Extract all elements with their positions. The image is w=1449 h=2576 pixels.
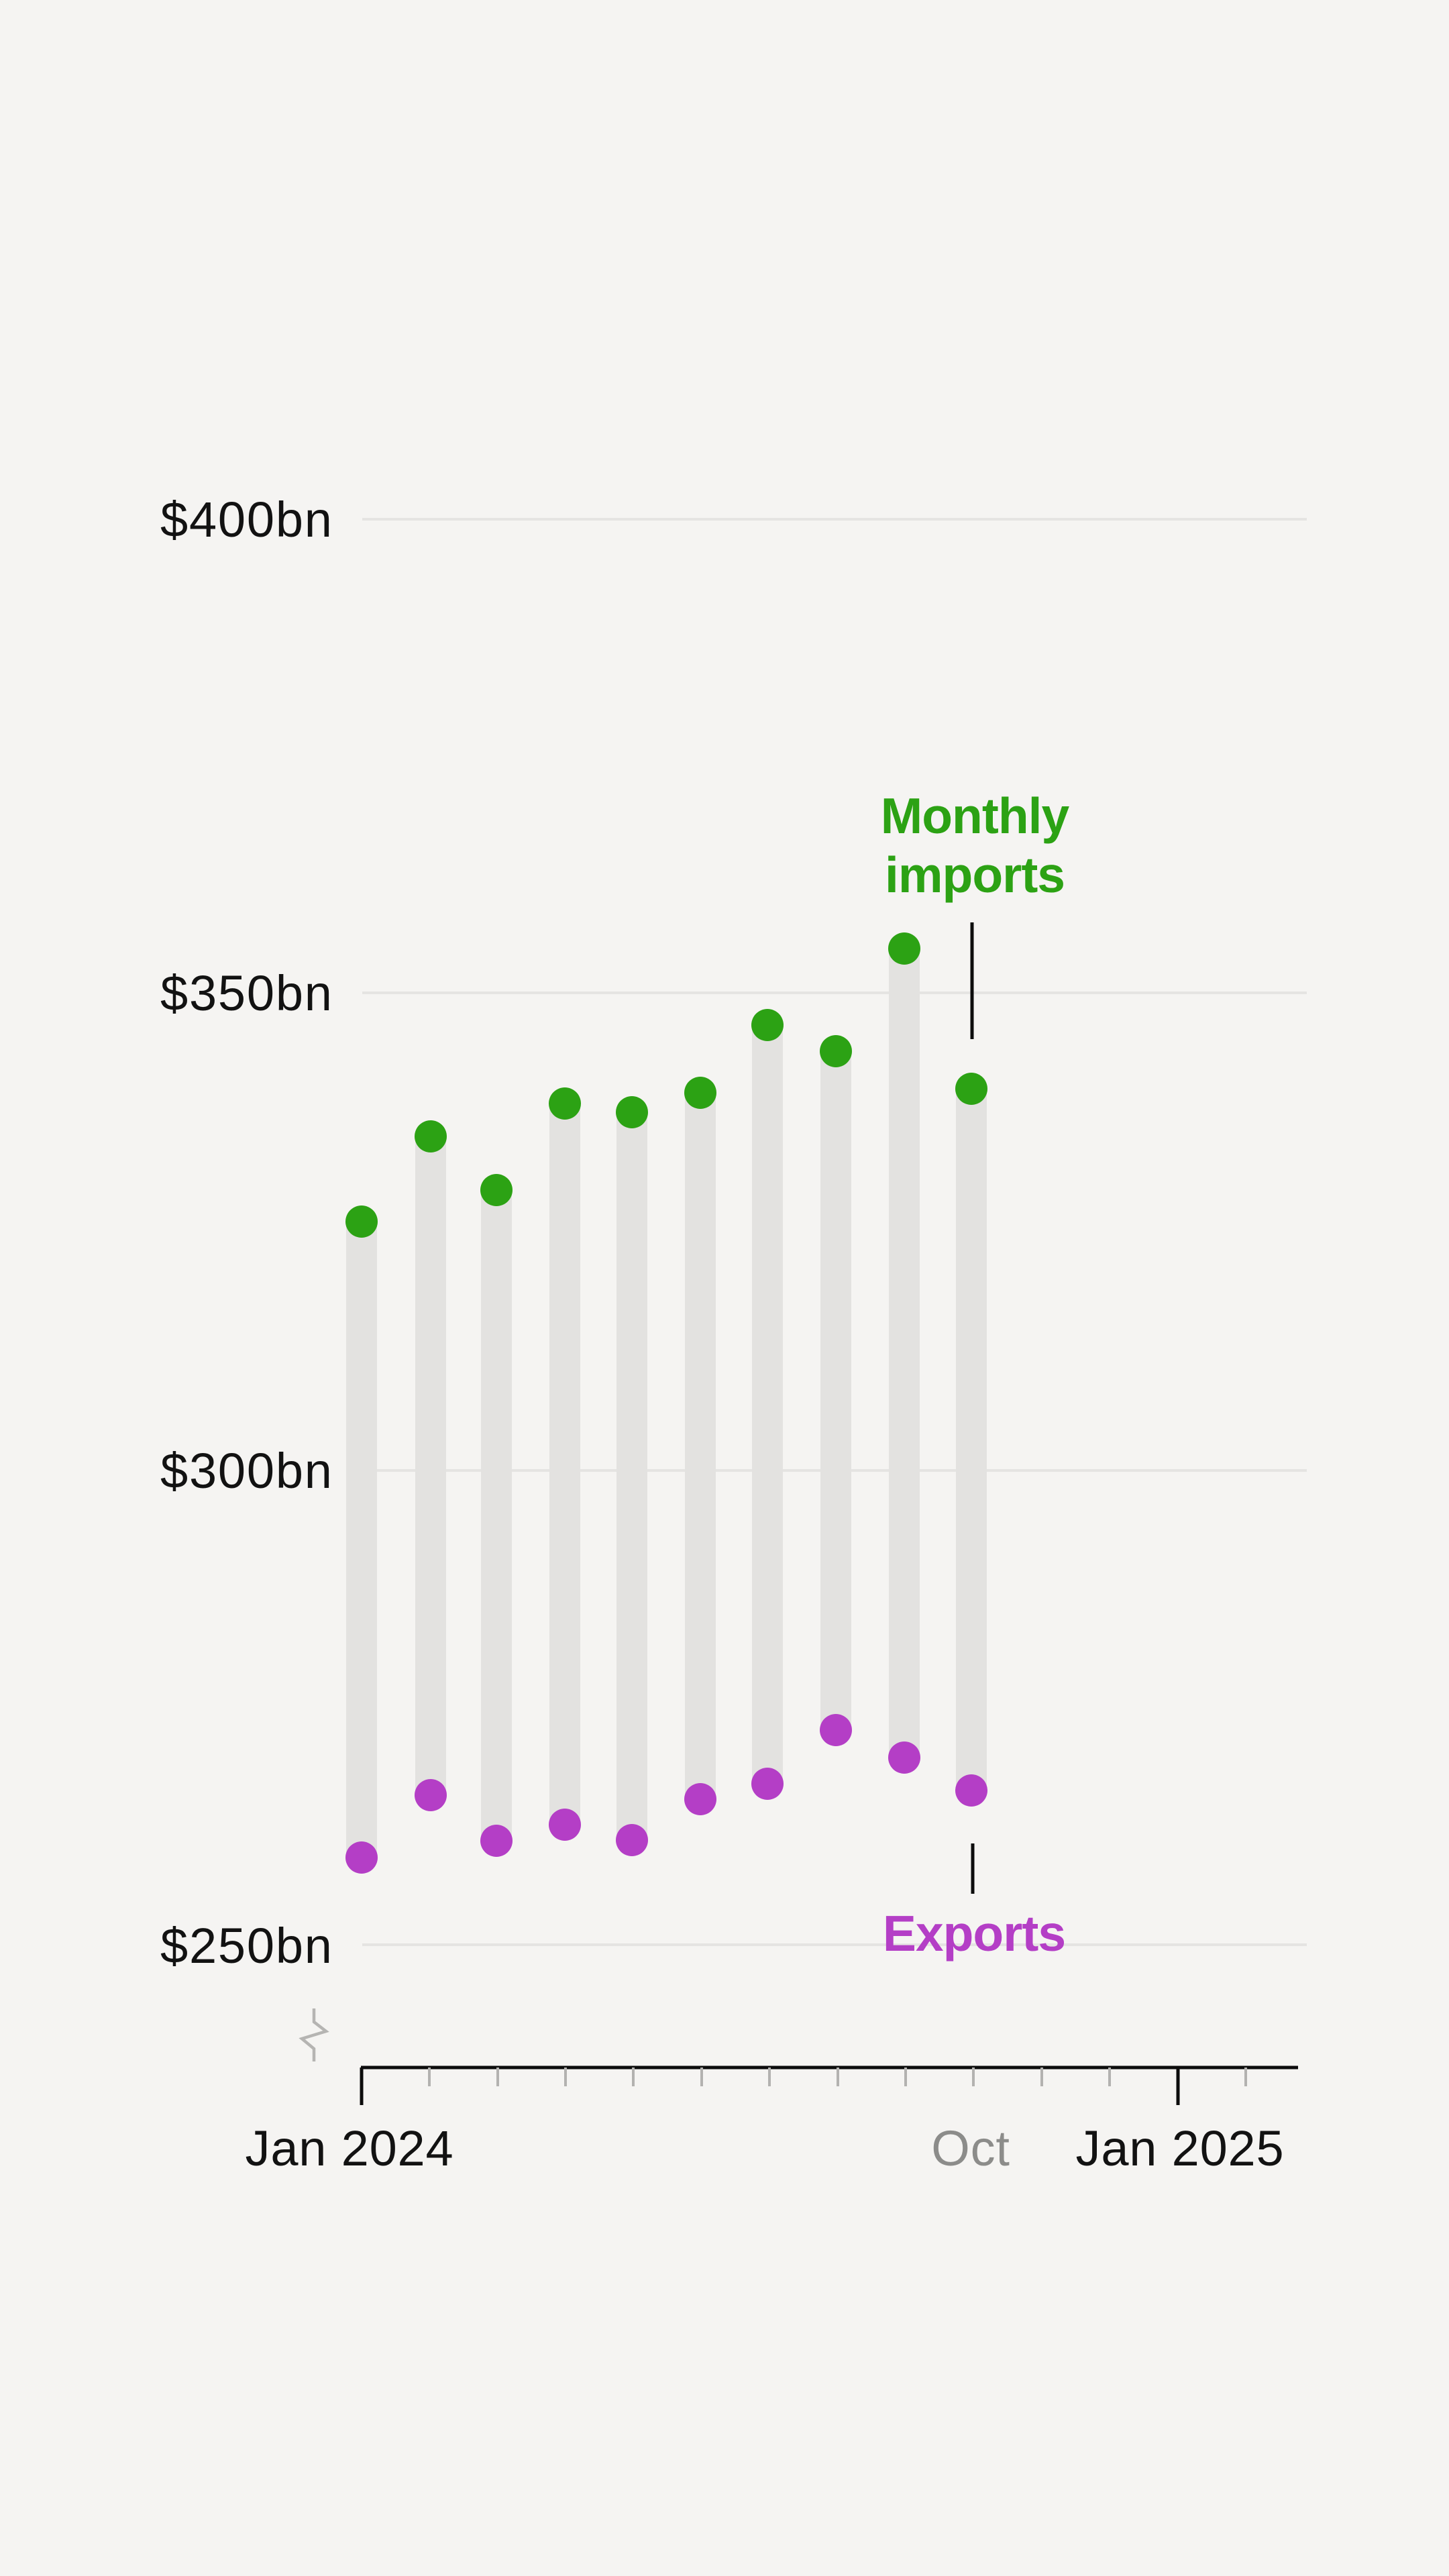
svg-text:$250bn: $250bn [160, 1918, 333, 1974]
svg-text:$350bn: $350bn [160, 965, 333, 1021]
svg-text:Monthly: Monthly [881, 788, 1070, 844]
svg-text:Exports: Exports [883, 1905, 1065, 1962]
svg-text:Jan 2024: Jan 2024 [246, 2121, 454, 2176]
svg-text:imports: imports [885, 847, 1065, 903]
svg-text:Oct: Oct [931, 2121, 1010, 2176]
svg-text:$400bn: $400bn [160, 492, 333, 547]
svg-text:$300bn: $300bn [160, 1443, 333, 1499]
svg-text:Jan 2025: Jan 2025 [1076, 2121, 1285, 2176]
